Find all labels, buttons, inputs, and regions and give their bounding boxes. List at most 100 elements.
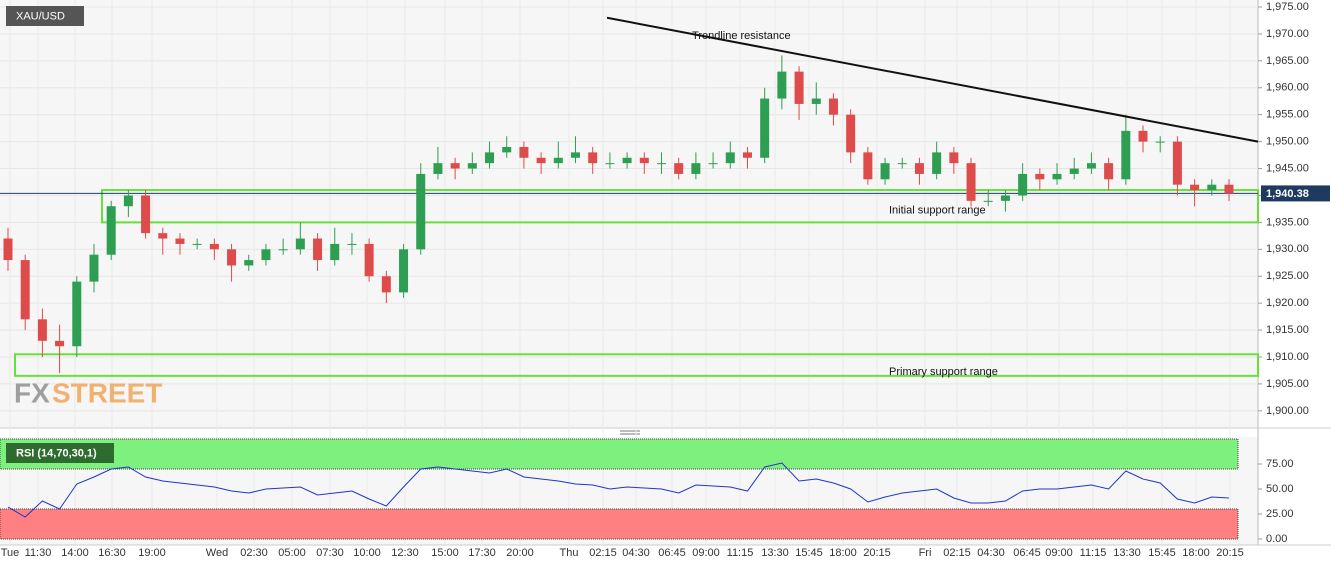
x-tick-label: 20:15	[1216, 547, 1244, 559]
x-tick-label: 09:00	[1045, 547, 1073, 559]
x-tick-label: 07:30	[316, 547, 344, 559]
y-tick-label: 50.00	[1266, 483, 1294, 495]
price-panel	[0, 0, 1258, 428]
candle-body	[141, 195, 151, 234]
candle-body	[244, 260, 254, 266]
candle-body	[433, 163, 443, 174]
candle-body	[89, 254, 99, 282]
y-tick-label: 1,915.00	[1266, 324, 1309, 336]
candle-body	[811, 98, 821, 104]
candle-body	[1035, 173, 1045, 180]
candle-body	[1138, 130, 1148, 142]
x-tick-label: 20:00	[506, 547, 534, 559]
x-tick-label: 06:45	[1013, 547, 1041, 559]
x-tick-label: 11:15	[1080, 547, 1107, 559]
candle-body	[622, 157, 632, 164]
y-tick-label: 1,920.00	[1266, 297, 1309, 309]
candle-body	[3, 238, 13, 261]
candle-body	[37, 319, 47, 341]
splitter-handle[interactable]	[620, 430, 640, 435]
candle-body	[536, 157, 546, 164]
x-tick-label: 11:15	[727, 547, 754, 559]
candle-body	[1052, 173, 1062, 180]
y-tick-label: 1,975.00	[1266, 1, 1309, 13]
candle-body	[72, 281, 82, 347]
candle-body	[1018, 173, 1028, 196]
x-tick-label: Wed	[206, 547, 228, 559]
y-tick-label: 1,955.00	[1266, 109, 1309, 121]
candle-body	[399, 249, 409, 293]
candle-body	[158, 233, 168, 239]
symbol-box[interactable]	[6, 6, 84, 26]
y-tick-label: 1,905.00	[1266, 378, 1309, 390]
candle-body	[1104, 163, 1114, 180]
candle-body	[605, 163, 615, 165]
y-tick-label: 1,945.00	[1266, 162, 1309, 174]
x-tick-label: 10:00	[353, 547, 381, 559]
candle-body	[897, 163, 907, 165]
last-price-label: 1,940.38	[1266, 188, 1309, 200]
support-range	[14, 353, 1259, 377]
x-tick-label: 04:30	[977, 547, 1005, 559]
x-tick-label: 15:00	[431, 547, 459, 559]
candle-body	[1121, 130, 1131, 180]
y-tick-label: 1,925.00	[1266, 270, 1309, 282]
x-tick-label: 15:45	[1148, 547, 1176, 559]
y-tick-label: 0.00	[1266, 533, 1287, 545]
candle-body	[347, 243, 357, 245]
x-tick-label: 17:30	[468, 547, 496, 559]
y-tick-label: 1,950.00	[1266, 136, 1309, 148]
y-tick-label: 1,960.00	[1266, 82, 1309, 94]
y-tick-label: 25.00	[1266, 508, 1294, 520]
candle-body	[588, 152, 598, 164]
candle-body	[1190, 184, 1200, 191]
candle-body	[295, 238, 305, 250]
candle-body	[192, 243, 202, 245]
x-tick-label: 11:30	[25, 547, 52, 559]
x-tick-label: 14:00	[61, 547, 89, 559]
candle-body	[932, 152, 942, 174]
rsi-oversold-band	[0, 508, 1239, 540]
candle-body	[880, 163, 890, 180]
candle-body	[55, 340, 65, 347]
candle-body	[846, 114, 856, 153]
candle-body	[571, 152, 581, 158]
candle-body	[691, 163, 701, 174]
candle-body	[1172, 141, 1182, 185]
trendline-label: Trendline resistance	[692, 30, 791, 42]
watermark: FX	[14, 377, 50, 408]
x-tick-label: Fri	[919, 547, 932, 559]
candle-body	[450, 163, 460, 169]
x-tick-label: 04:30	[622, 547, 650, 559]
candle-body	[983, 200, 993, 202]
candle-body	[278, 249, 288, 251]
candle-body	[553, 157, 563, 164]
x-tick-label: 13:30	[1113, 547, 1141, 559]
candle-body	[1086, 163, 1096, 169]
candle-body	[760, 98, 770, 158]
rsi-label-box[interactable]	[6, 443, 114, 463]
x-tick-label: 02:15	[943, 547, 971, 559]
candle-body	[175, 238, 185, 244]
candle-body	[1155, 141, 1165, 143]
candle-body	[485, 152, 495, 164]
rsi-line	[7, 462, 1230, 518]
candle-body	[863, 152, 873, 180]
rsi-label: RSI (14,70,30,1)	[16, 447, 97, 459]
candle-body	[966, 163, 976, 201]
candle-body	[381, 276, 391, 293]
x-tick-label: 16:30	[98, 547, 126, 559]
x-tick-label: 15:45	[795, 547, 823, 559]
last-price-box	[1261, 185, 1330, 202]
candle-body	[313, 238, 323, 261]
x-tick-label: 18:00	[829, 547, 857, 559]
x-tick-label: 06:45	[658, 547, 686, 559]
candle-body	[674, 163, 684, 174]
candle-body	[364, 243, 374, 277]
candle-body	[467, 163, 477, 169]
x-tick-label: 02:30	[240, 547, 268, 559]
candle-body	[794, 71, 804, 104]
x-tick-label: 13:30	[761, 547, 789, 559]
candle-body	[828, 98, 838, 115]
x-tick-label: 05:00	[278, 547, 306, 559]
